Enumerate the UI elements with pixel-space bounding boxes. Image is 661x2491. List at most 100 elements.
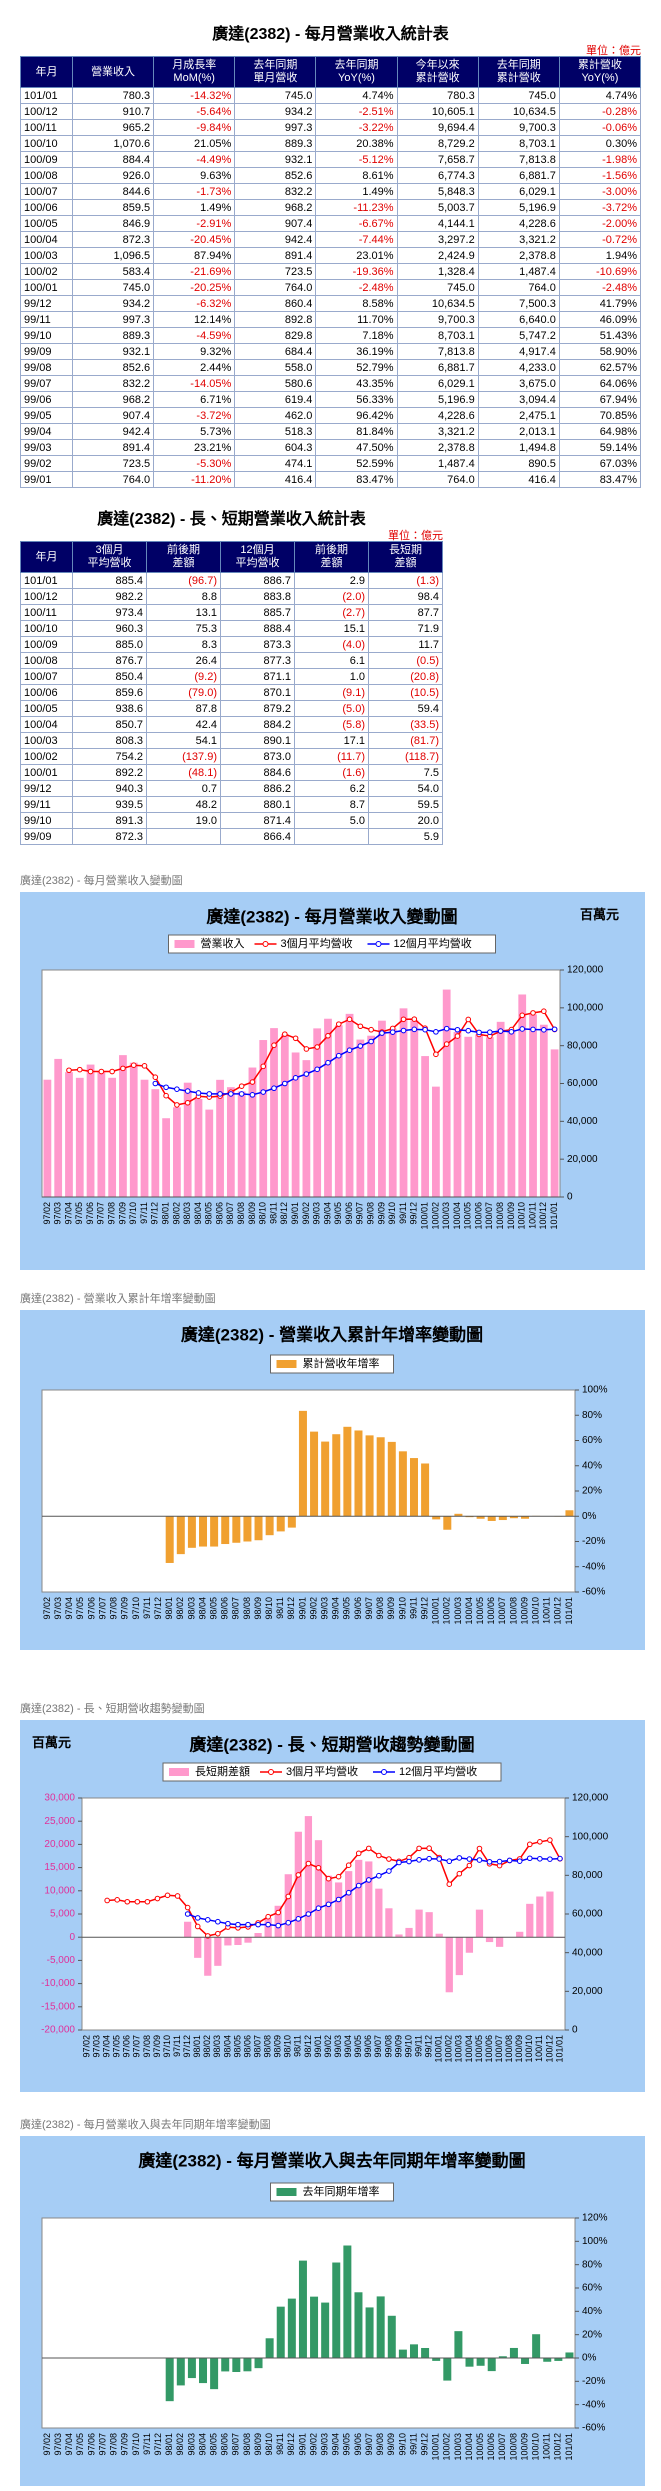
bar <box>518 994 527 1197</box>
table-cell: 9,700.3 <box>477 119 560 136</box>
table-cell: (96.7) <box>146 572 221 589</box>
table-row: 100/07 850.4 (9.2) 871.1 1.0 (20.8) <box>20 668 443 685</box>
point <box>411 1016 418 1022</box>
point <box>335 1052 342 1059</box>
table-cell: -0.06% <box>558 119 642 136</box>
x-tick-label: 98/01 <box>164 1597 174 1620</box>
table-cell: -1.73% <box>153 183 236 200</box>
table-cell: (79.0) <box>146 684 221 701</box>
header-text: 累計營收 <box>577 59 622 71</box>
chart: 廣達(2382) - 長、短期營收趨勢變動圖 百萬元 -20,000 -15,000 -… <box>20 1720 645 2092</box>
table-row: 100/09 885.0 8.3 873.3 (4.0) 11.7 <box>20 636 443 653</box>
x-tick-label: 99/02 <box>308 1597 318 1620</box>
bar <box>265 1516 274 1536</box>
table-cell: 6.1 <box>294 652 369 669</box>
x-tick-label: 97/06 <box>85 1202 95 1225</box>
table-cell: 1,096.5 <box>71 247 155 264</box>
point <box>265 1913 271 1920</box>
table-cell: 889.3 <box>71 327 155 344</box>
table-row: 99/06 968.2 6.71% 619.4 56.33% 5,196.9 3,094.4… <box>20 391 642 408</box>
table-cell: 619.4 <box>234 391 317 408</box>
table-cell: (137.9) <box>146 748 221 765</box>
x-tick-label: 100/03 <box>453 2433 463 2461</box>
bar <box>321 2302 330 2358</box>
point <box>496 1858 503 1865</box>
x-tick-label: 97/10 <box>131 2433 141 2456</box>
y-tick-label: 60% <box>582 2283 602 2294</box>
x-tick-label: 99/12 <box>419 1597 429 1620</box>
table-body: 101/01 885.4 (96.7) 886.7 2.9 (1.3) 100/12 982.… <box>20 572 443 845</box>
point <box>476 1029 482 1036</box>
table-cell: -1.56% <box>558 167 642 184</box>
bar <box>395 1934 403 1938</box>
x-tick-label: 97/09 <box>152 2035 162 2058</box>
table-row: 100/09 884.4 -4.49% 932.1 -5.12% 7,658.7 7,813… <box>20 151 642 168</box>
bar <box>210 1516 219 1547</box>
average-revenue-table: 年月 3個月 平均營收 前後期 差額 12個月 平均營收 前後期 差額 長短期 差額 101/01 88… <box>20 541 443 845</box>
x-tick-label: 99/11 <box>408 1597 418 1619</box>
table-cell: 23.01% <box>315 247 398 264</box>
table-cell: 745.0 <box>396 279 479 296</box>
bar <box>298 1410 307 1517</box>
point <box>456 1870 463 1877</box>
point <box>446 1858 453 1865</box>
x-tick-label: 98/02 <box>202 2035 212 2058</box>
point <box>541 1008 547 1015</box>
table-cell: 11.70% <box>315 311 398 328</box>
bar <box>165 1516 174 1563</box>
legend-label: 12個月平均營收 <box>399 1764 477 1778</box>
x-tick-label: 98/06 <box>220 2433 230 2456</box>
table-body: 101/01 780.3 -14.32% 745.0 4.74% 780.3 745.0 4.… <box>20 87 642 488</box>
x-tick-label: 100/01 <box>419 1202 429 1230</box>
bar <box>210 2358 219 2390</box>
table-cell: 940.3 <box>72 780 147 797</box>
bar <box>334 1025 343 1197</box>
bar <box>97 1072 106 1197</box>
point <box>537 1839 543 1845</box>
point <box>376 1872 382 1879</box>
y-tick-label: 60,000 <box>572 1909 603 1920</box>
table-cell: 1.0 <box>294 668 369 685</box>
bar <box>216 1079 224 1197</box>
y-tick-label: -40% <box>582 1561 605 1572</box>
x-tick-label: 98/05 <box>208 2433 218 2456</box>
header-text: 營業收入 <box>91 65 136 78</box>
table-cell: 1.49% <box>315 183 398 200</box>
x-tick-label: 99/05 <box>353 2035 363 2058</box>
x-tick-label: 98/06 <box>242 2035 252 2058</box>
table-cell: 764.0 <box>396 471 479 488</box>
table-cell: 59.4 <box>368 700 443 717</box>
table-cell: 99/10 <box>20 327 73 344</box>
table-cell: (33.5) <box>368 716 443 733</box>
x-tick-label: 98/12 <box>279 1202 289 1225</box>
x-tick-label: 98/01 <box>192 2035 202 2058</box>
header-text: 年月 <box>35 65 58 78</box>
x-tick-label: 99/06 <box>353 2433 363 2456</box>
header-text: MoM(%) <box>173 72 215 84</box>
table-cell: 997.3 <box>71 311 155 328</box>
point <box>454 1026 461 1033</box>
bar <box>298 2260 307 2358</box>
x-tick-label: 100/01 <box>431 1597 441 1625</box>
x-tick-label: 99/07 <box>364 2433 374 2456</box>
table-row: 99/10 891.3 19.0 871.4 5.0 20.0 <box>20 812 443 829</box>
point <box>255 1921 261 1928</box>
table-cell: 100/07 <box>20 183 73 200</box>
x-tick-label: 98/09 <box>273 2035 283 2058</box>
x-tick-label: 98/07 <box>225 1202 235 1225</box>
point <box>443 1025 450 1032</box>
table-cell: 99/05 <box>20 407 73 424</box>
point <box>184 1099 191 1106</box>
table-cell: 873.3 <box>220 636 295 653</box>
point <box>389 1029 396 1035</box>
point <box>98 1068 105 1075</box>
table-cell: 934.2 <box>234 103 317 120</box>
table-cell: 75.3 <box>146 620 221 637</box>
bar <box>521 1516 530 1519</box>
bar <box>367 1035 376 1197</box>
x-tick-label: 97/02 <box>81 2035 91 2058</box>
table-cell: -2.48% <box>315 279 398 296</box>
table-cell: 99/06 <box>20 391 73 408</box>
point <box>557 1855 563 1862</box>
header-cell: 前後期 差額 <box>294 541 369 573</box>
